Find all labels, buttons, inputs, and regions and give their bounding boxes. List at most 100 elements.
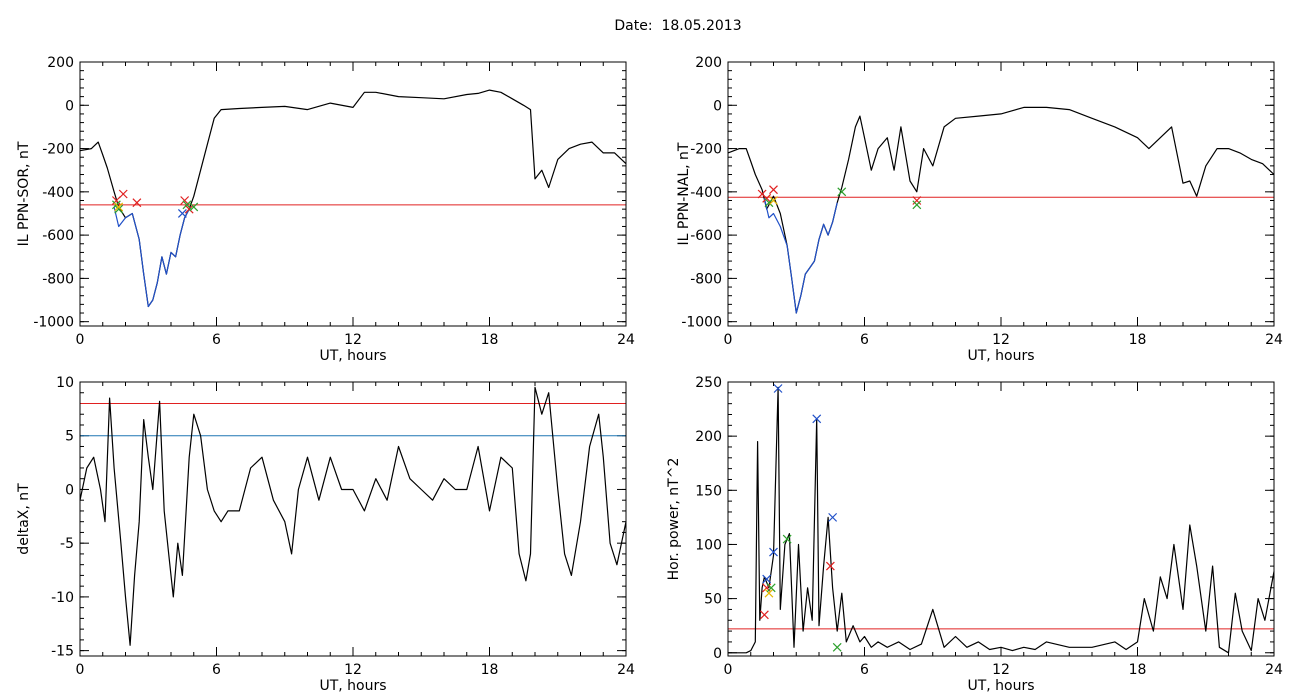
data-marker	[782, 534, 792, 544]
y-tick-label: -600	[690, 228, 722, 244]
marker-stroke	[182, 200, 192, 210]
series-line	[79, 386, 627, 646]
data-marker	[832, 642, 842, 652]
marker-stroke	[812, 414, 822, 424]
x-tick-label: 24	[1265, 662, 1283, 678]
marker-stroke	[759, 610, 769, 620]
marker-stroke	[177, 209, 187, 218]
panel-il-ppn-sor: 0 6 12 18 24 -1000 -800 -600 -400 -200 0 200 UT, hou…	[16, 55, 635, 364]
marker-stroke	[769, 196, 778, 205]
marker-stroke	[832, 642, 842, 652]
y-tick-label: -200	[42, 142, 74, 158]
marker-stroke	[114, 202, 124, 212]
marker-stroke	[757, 189, 767, 199]
data-marker	[177, 209, 187, 218]
x-axis-label: UT, hours	[319, 348, 386, 364]
y-axis-label: IL PPN-SOR, nT	[16, 141, 32, 246]
panel-deltax: 0 6 12 18 24 -15 -10 -5 0 5 10 UT, hours deltaX, nT	[16, 375, 635, 694]
y-tick-label: 200	[47, 55, 74, 71]
y-axis-label: IL PPN-NAL, nT	[676, 142, 692, 245]
x-tick-label: 24	[617, 662, 635, 678]
data-marker	[828, 512, 838, 522]
x-axis-label: UT, hours	[967, 348, 1034, 364]
marker-stroke	[769, 185, 778, 195]
data-marker	[837, 187, 847, 197]
data-marker	[180, 196, 190, 205]
data-marker	[769, 185, 778, 195]
y-tick-label: -10	[51, 590, 74, 606]
marker-stroke	[764, 588, 774, 598]
panel-il-ppn-nal: 0 6 12 18 24 -1000 -800 -600 -400 -200 0 200 UT, hou…	[676, 55, 1283, 364]
marker-stroke	[762, 193, 772, 203]
y-tick-label: 5	[65, 429, 74, 445]
data-marker	[812, 414, 822, 424]
y-tick-label: 0	[713, 646, 722, 662]
data-marker	[182, 200, 192, 210]
y-tick-label: -800	[42, 271, 74, 287]
x-tick-label: 24	[617, 332, 635, 348]
series-line	[79, 89, 627, 308]
y-tick-label: -15	[51, 644, 74, 660]
marker-stroke	[837, 187, 847, 197]
panel-hor-power: 0 6 12 18 24 0 50 100 150 200 250 UT, hours Hor. pow…	[666, 375, 1283, 694]
plot-frame	[727, 61, 1275, 327]
figure-title: Date: 18.05.2013	[614, 18, 742, 34]
y-tick-label: 50	[704, 592, 722, 608]
y-tick-label: 200	[695, 55, 722, 71]
data-marker	[769, 547, 778, 557]
x-tick-label: 0	[724, 332, 733, 348]
marker-stroke	[773, 384, 783, 393]
marker-stroke	[762, 574, 772, 584]
x-tick-label: 12	[344, 332, 362, 348]
marker-stroke	[189, 202, 199, 212]
data-marker	[825, 561, 835, 571]
y-tick-label: 150	[695, 483, 722, 499]
y-tick-label: 200	[695, 429, 722, 445]
data-marker	[184, 204, 194, 214]
x-tick-label: 12	[992, 662, 1010, 678]
data-marker	[769, 196, 778, 205]
x-tick-label: 0	[76, 332, 85, 348]
marker-stroke	[912, 200, 922, 210]
series-line	[727, 106, 1275, 314]
data-marker	[912, 196, 922, 205]
series-line	[113, 206, 190, 308]
marker-stroke	[132, 198, 142, 208]
data-marker	[114, 204, 124, 214]
x-tick-label: 18	[1129, 332, 1147, 348]
data-marker	[189, 202, 199, 212]
data-marker	[114, 202, 124, 212]
x-axis-label: UT, hours	[319, 678, 386, 694]
data-marker	[764, 198, 774, 208]
marker-stroke	[764, 198, 774, 208]
x-tick-label: 18	[1129, 662, 1147, 678]
data-marker	[759, 610, 769, 620]
marker-stroke	[118, 189, 128, 199]
y-tick-label: -1000	[33, 315, 74, 331]
y-axis-label: Hor. power, nT^2	[666, 458, 682, 581]
marker-stroke	[912, 196, 922, 205]
y-axis-label: deltaX, nT	[16, 483, 32, 555]
y-tick-label: -600	[42, 228, 74, 244]
series-line	[728, 386, 1275, 654]
data-marker	[912, 200, 922, 210]
data-marker	[762, 193, 772, 203]
x-tick-label: 6	[860, 662, 869, 678]
marker-stroke	[769, 547, 778, 557]
marker-stroke	[184, 204, 194, 214]
x-tick-label: 6	[212, 332, 221, 348]
x-tick-label: 6	[212, 662, 221, 678]
y-tick-label: 10	[56, 375, 74, 391]
data-marker	[773, 384, 783, 393]
plot-frame	[79, 61, 627, 327]
marker-stroke	[114, 204, 124, 214]
y-tick-label: -200	[690, 142, 722, 158]
x-axis-label: UT, hours	[967, 678, 1034, 694]
y-tick-label: -400	[690, 185, 722, 201]
x-tick-label: 18	[481, 662, 499, 678]
y-tick-label: 0	[65, 98, 74, 114]
series-line	[763, 198, 838, 314]
data-marker	[766, 583, 776, 593]
y-tick-label: -400	[42, 185, 74, 201]
y-tick-label: 0	[65, 482, 74, 498]
